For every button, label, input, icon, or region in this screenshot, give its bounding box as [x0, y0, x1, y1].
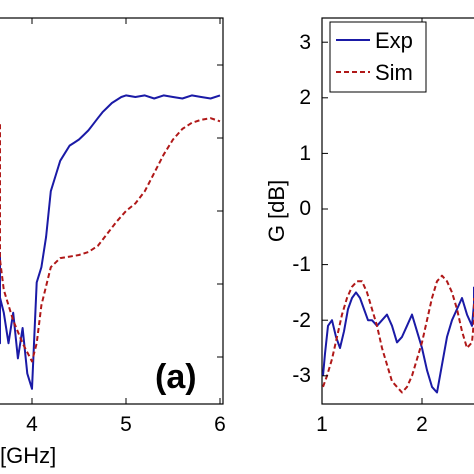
left-xtick-label-6: 6 [214, 413, 226, 436]
left-series-sim-line [0, 117, 221, 363]
panel-label-a: (a) [155, 358, 197, 396]
legend-box [329, 21, 427, 93]
right-xtick-label-1: 1 [316, 413, 328, 436]
left-xtick-label-4: 4 [26, 413, 38, 436]
left-series-group [0, 94, 221, 390]
left-panel: 4 5 6 [GHz] (a) [0, 17, 226, 468]
left-ticks-group [31, 18, 223, 404]
right-ytick-label-neg1: -1 [292, 253, 311, 276]
right-ytick-label-1: 1 [299, 142, 311, 165]
right-series-exp-line [322, 286, 474, 394]
right-ticks-group [321, 18, 423, 404]
right-panel: 3 2 1 0 -1 -2 -3 1 2 G [dB] Exp Sim [264, 17, 474, 436]
left-series-exp-line [0, 94, 221, 390]
right-ytick-label-2: 2 [299, 86, 311, 109]
legend-sim-label: Sim [375, 60, 413, 85]
right-xtick-label-2: 2 [416, 413, 428, 436]
right-ytick-label-3: 3 [299, 31, 311, 54]
right-ytick-label-neg2: -2 [292, 309, 311, 332]
right-ytick-label-0: 0 [299, 197, 311, 220]
right-series-group [322, 274, 474, 394]
left-xtick-label-5: 5 [120, 413, 132, 436]
legend-exp-label: Exp [375, 28, 413, 53]
left-x-axis-label: [GHz] [0, 443, 56, 468]
legend: Exp Sim [329, 21, 427, 93]
right-ytick-label-neg3: -3 [292, 364, 311, 387]
right-series-sim-line [322, 274, 474, 394]
right-y-axis-label: G [dB] [264, 180, 289, 242]
